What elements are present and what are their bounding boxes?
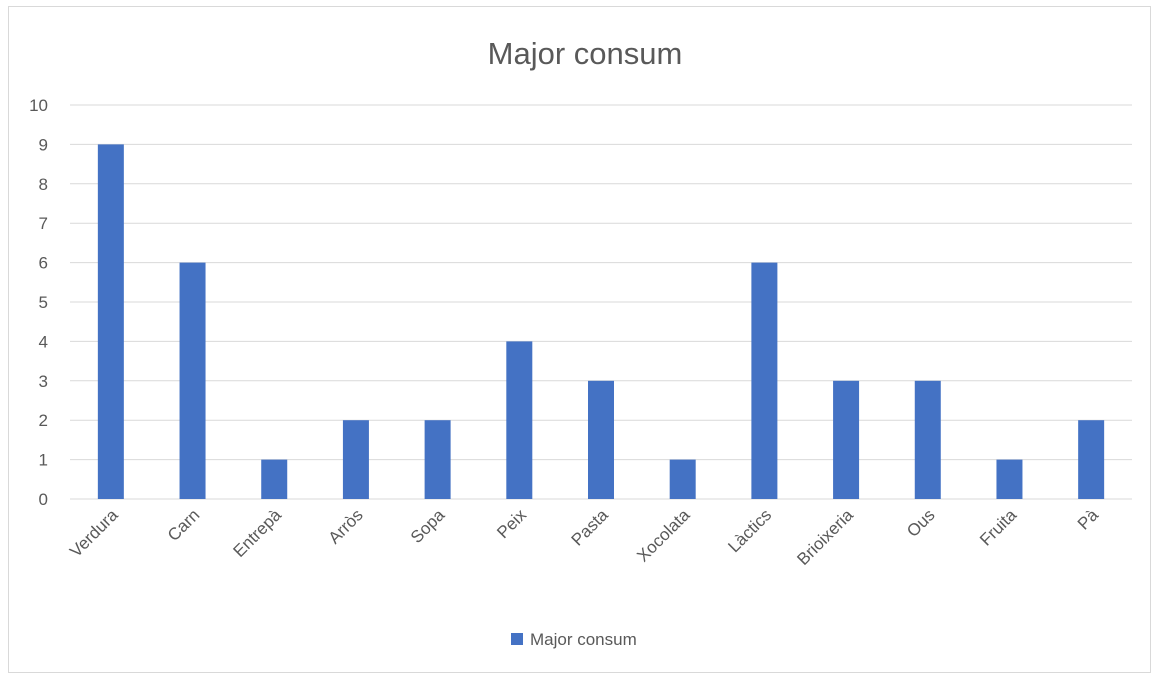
- bar-verdura: [97, 144, 124, 499]
- y-tick-label: 9: [39, 135, 48, 154]
- y-axis-ticks: 0 1 2 3 4 5 6 7 8 9 10: [29, 96, 48, 509]
- bars: [97, 144, 1105, 499]
- bar-arròs: [342, 420, 369, 499]
- bar-xocolata: [669, 459, 696, 499]
- x-tick-label: Arròs: [325, 505, 367, 547]
- y-tick-label: 0: [39, 490, 48, 509]
- y-tick-label: 10: [29, 96, 48, 115]
- y-tick-label: 5: [39, 293, 48, 312]
- x-tick-label: Pà: [1074, 505, 1103, 534]
- x-tick-label: Xocolata: [633, 505, 694, 566]
- legend: Major consum: [511, 630, 637, 649]
- x-tick-label: Verdura: [66, 505, 122, 561]
- bar-pà: [1078, 420, 1105, 499]
- y-tick-label: 3: [39, 372, 48, 391]
- gridlines: [70, 104, 1132, 500]
- chart-title: Major consum: [488, 36, 683, 71]
- bar-entrepà: [261, 459, 288, 499]
- x-tick-label: Carn: [164, 505, 203, 544]
- bar-fruita: [996, 459, 1023, 499]
- legend-label: Major consum: [530, 630, 637, 649]
- x-tick-label: Làctics: [724, 505, 775, 556]
- bar-làctics: [751, 262, 778, 499]
- x-tick-label: Brioixeria: [793, 505, 857, 569]
- legend-swatch: [511, 633, 523, 645]
- bar-pasta: [588, 380, 614, 499]
- x-tick-label: Fruita: [976, 505, 1021, 550]
- bar-carn: [179, 262, 206, 499]
- y-tick-label: 6: [39, 254, 48, 273]
- x-tick-label: Entrepà: [230, 505, 286, 561]
- y-tick-label: 2: [39, 411, 48, 430]
- y-tick-label: 4: [39, 332, 48, 351]
- x-tick-label: Peix: [493, 505, 530, 542]
- bar-peix: [506, 341, 533, 499]
- x-tick-label: Pasta: [568, 505, 613, 550]
- y-tick-label: 7: [39, 214, 48, 233]
- y-tick-label: 1: [39, 451, 48, 470]
- bar-ous: [914, 380, 941, 499]
- x-axis-ticks: Verdura Carn Entrepà Arròs Sopa Peix Pasta Xoco…: [66, 505, 1102, 569]
- bar-sopa: [424, 420, 451, 499]
- x-tick-label: Sopa: [407, 505, 449, 547]
- bar-brioixeria: [833, 380, 860, 499]
- y-tick-label: 8: [39, 175, 48, 194]
- x-tick-label: Ous: [903, 505, 938, 540]
